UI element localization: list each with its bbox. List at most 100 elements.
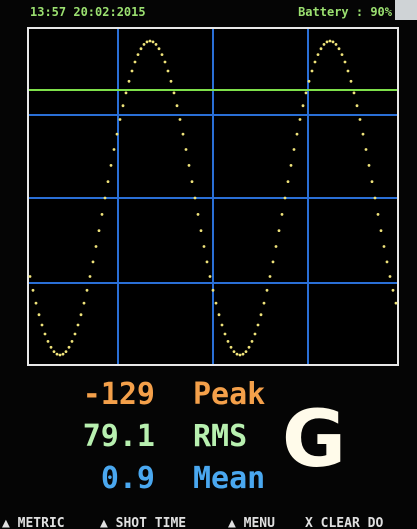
wave-dot [56, 353, 59, 356]
wave-dot [143, 43, 146, 46]
wave-dot [335, 43, 338, 46]
wave-dot [260, 313, 263, 316]
wave-dot [257, 324, 260, 327]
wave-dot [242, 353, 245, 356]
wave-dot [395, 302, 398, 305]
wave-dot [128, 80, 131, 83]
rms-label: RMS [193, 419, 247, 454]
rms-value: 79.1 [83, 419, 155, 454]
wave-dot [380, 229, 383, 232]
wave-dot [374, 197, 377, 200]
wave-dot [140, 47, 143, 50]
softkey[interactable]: X CLEAR DO [305, 516, 383, 529]
wave-dot [137, 53, 140, 56]
wave-dot [368, 164, 371, 167]
wave-dot [290, 164, 293, 167]
wave-dot [53, 350, 56, 353]
device-screen: 13:57 20:02:2015 Battery : 90% -129 Peak… [0, 0, 417, 529]
wave-dot [305, 92, 308, 95]
wave-dot [200, 229, 203, 232]
wave-dot [293, 148, 296, 151]
wave-dot [362, 133, 365, 136]
wave-dot [125, 92, 128, 95]
wave-dot [170, 80, 173, 83]
wave-dot [197, 213, 200, 216]
wave-dot [383, 245, 386, 248]
wave-dot [377, 213, 380, 216]
wave-dot [104, 197, 107, 200]
wave-dot [221, 324, 224, 327]
wave-dot [278, 229, 281, 232]
wave-dot [389, 275, 392, 278]
wave-dot [239, 354, 242, 357]
wave-dot [101, 213, 104, 216]
wave-dot [47, 340, 50, 343]
mean-value: 0.9 [101, 461, 155, 496]
wave-dot [152, 41, 155, 44]
wave-dot [110, 164, 113, 167]
wave-dot [281, 213, 284, 216]
peak-value: -129 [83, 377, 155, 412]
wave-dot [131, 70, 134, 73]
wave-dot [263, 302, 266, 305]
wave-dot [227, 340, 230, 343]
wave-dot [98, 229, 101, 232]
badge: G [282, 395, 346, 485]
datetime: 13:57 20:02:2015 [30, 5, 146, 19]
wave-dot [344, 61, 347, 64]
wave-dot [107, 180, 110, 183]
wave-dot [146, 41, 149, 44]
wave-dot [164, 61, 167, 64]
wave-dot [116, 133, 119, 136]
wave-dot [86, 289, 89, 292]
wave-dot [161, 53, 164, 56]
wave-dot [95, 245, 98, 248]
wave-dot [113, 148, 116, 151]
wave-dot [89, 275, 92, 278]
softkey[interactable]: ▲ METRIC [2, 516, 65, 529]
wave-dot [68, 346, 71, 349]
wave-dot [365, 148, 368, 151]
wave-dot [338, 47, 341, 50]
wave-dot [65, 350, 68, 353]
wave-dot [296, 133, 299, 136]
wave-dot [179, 118, 182, 121]
wave-dot [245, 350, 248, 353]
wave-dot [269, 275, 272, 278]
wave-dot [209, 275, 212, 278]
wave-dot [356, 104, 359, 107]
wave-dot [71, 340, 74, 343]
peak-label: Peak [193, 377, 265, 412]
wave-dot [224, 333, 227, 336]
softkey[interactable]: ▲ SHOT TIME [100, 516, 186, 529]
wave-dot [185, 148, 188, 151]
wave-dot [347, 70, 350, 73]
wave-dot [326, 41, 329, 44]
wave-dot [320, 47, 323, 50]
wave-dot [392, 289, 395, 292]
wave-dot [191, 180, 194, 183]
wave-dot [167, 70, 170, 73]
wave-dot [299, 118, 302, 121]
wave-dot [311, 70, 314, 73]
wave-dot [233, 350, 236, 353]
wave-dot [119, 118, 122, 121]
wave-dot [308, 80, 311, 83]
wave-dot [134, 61, 137, 64]
wave-dot [212, 289, 215, 292]
wave-dot [182, 133, 185, 136]
wave-dot [272, 261, 275, 264]
wave-dot [284, 197, 287, 200]
battery: Battery : 90% [298, 5, 393, 19]
wave-dot [74, 333, 77, 336]
wave-dot [77, 324, 80, 327]
wave-dot [323, 43, 326, 46]
wave-dot [218, 313, 221, 316]
wave-dot [248, 346, 251, 349]
wave-dot [254, 333, 257, 336]
softkey[interactable]: ▲ MENU [228, 516, 275, 529]
wave-dot [50, 346, 53, 349]
screen-edge [395, 0, 417, 20]
wave-dot [230, 346, 233, 349]
wave-dot [341, 53, 344, 56]
